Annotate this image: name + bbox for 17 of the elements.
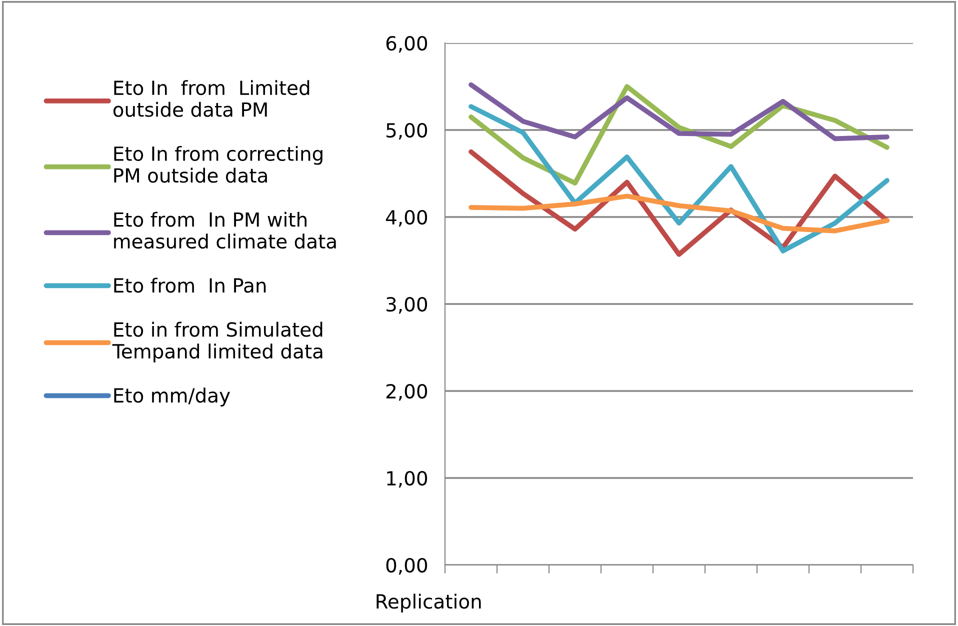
legend-label: Eto from In PM with measured climate data [114,212,336,249]
legend-label: Eto from In Pan [114,278,266,293]
legend-label: Eto mm/day [114,388,230,406]
y-tick-label: 4,00 [386,210,428,227]
legend-label: Eto in from Simulated Tempand limited data [112,322,322,362]
x-axis-title: Replication [376,594,481,613]
y-tick-label: 1,00 [387,470,428,488]
y-tick-label: 3,00 [386,296,428,314]
y-tick-label: 6,00 [386,36,428,53]
y-tick-label: 2,00 [386,384,428,401]
y-tick-label: 5,00 [386,122,428,140]
legend-label: Eto In from correcting PM outside data [114,146,322,183]
y-tick-label: 0,00 [386,558,428,575]
legend-label: Eto In from Limited outside data PM [113,80,310,117]
line-series [468,82,890,142]
line-series [468,194,890,234]
line-series [468,104,890,254]
